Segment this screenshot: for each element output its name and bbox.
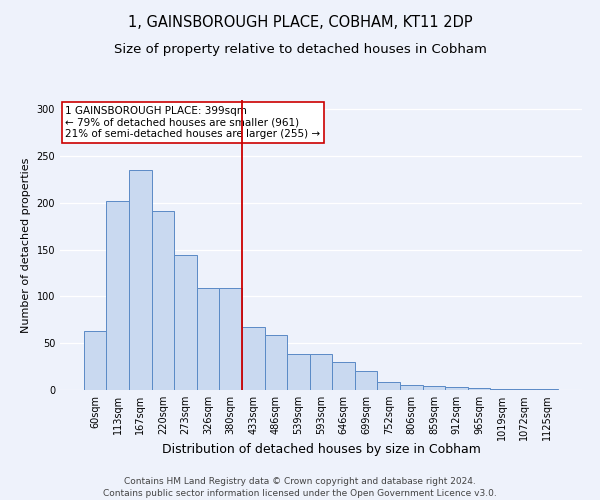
Bar <box>129 170 152 390</box>
Text: 1, GAINSBOROUGH PLACE, COBHAM, KT11 2DP: 1, GAINSBOROUGH PLACE, COBHAM, KT11 2DP <box>128 15 472 30</box>
Bar <box>377 382 400 390</box>
Text: 1 GAINSBOROUGH PLACE: 399sqm
← 79% of detached houses are smaller (961)
21% of s: 1 GAINSBOROUGH PLACE: 399sqm ← 79% of de… <box>65 106 320 139</box>
Bar <box>490 389 513 390</box>
Bar <box>445 387 468 390</box>
Bar <box>106 201 129 390</box>
Bar <box>84 331 106 390</box>
Bar <box>197 288 220 390</box>
Bar <box>422 386 445 390</box>
Bar <box>242 328 265 390</box>
Bar <box>355 372 377 390</box>
Bar <box>468 388 490 390</box>
Bar <box>332 362 355 390</box>
Text: Contains public sector information licensed under the Open Government Licence v3: Contains public sector information licen… <box>103 489 497 498</box>
Bar <box>220 288 242 390</box>
Text: Size of property relative to detached houses in Cobham: Size of property relative to detached ho… <box>113 42 487 56</box>
Y-axis label: Number of detached properties: Number of detached properties <box>21 158 31 332</box>
Bar <box>513 389 536 390</box>
Bar <box>536 389 558 390</box>
Bar <box>287 354 310 390</box>
Text: Contains HM Land Registry data © Crown copyright and database right 2024.: Contains HM Land Registry data © Crown c… <box>124 478 476 486</box>
Bar <box>152 212 174 390</box>
Bar <box>174 256 197 390</box>
Bar <box>265 335 287 390</box>
Bar <box>400 386 422 390</box>
Bar <box>310 354 332 390</box>
Text: Distribution of detached houses by size in Cobham: Distribution of detached houses by size … <box>161 442 481 456</box>
